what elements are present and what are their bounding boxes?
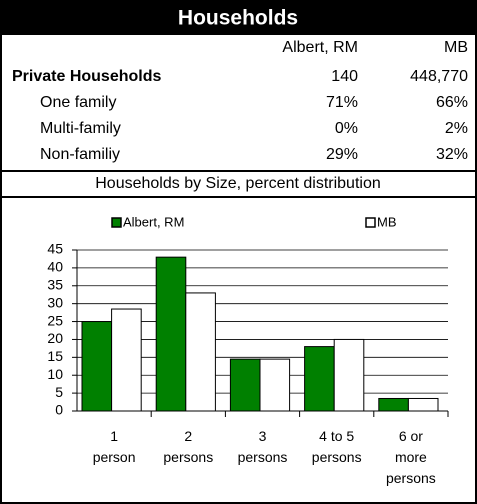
cell: 0% [335,120,358,137]
bar [111,308,142,412]
chart-title: Households by Size, percent distribution [95,175,381,192]
row-label: Private Households [12,68,161,85]
y-tick-label: 15 [47,348,63,364]
bar [259,358,291,412]
y-tick-label: 30 [47,294,63,310]
legend-label: MB [377,214,397,229]
x-tick-label: 3 persons [238,428,288,465]
cell: 448,770 [410,68,468,85]
y-tick-label: 5 [55,384,63,400]
y-tick-label: 40 [47,259,63,275]
bar [378,397,409,412]
cell: 140 [331,68,358,85]
y-tick-label: 25 [47,312,63,328]
bar [407,397,439,412]
column-header: MB [444,39,468,56]
row-label: Multi-family [40,120,121,137]
y-tick-label: 45 [47,241,63,257]
bar [185,292,216,412]
row-label: Non-familiy [40,146,120,163]
cell: 71% [326,94,358,111]
y-tick-label: 35 [47,276,63,292]
x-tick-label: 6 or more persons [386,428,436,486]
x-tick-label: 2 persons [163,428,213,465]
bar [304,346,335,412]
legend-swatch [111,217,122,228]
bar [229,358,261,412]
legend-swatch [365,217,376,228]
bar [155,256,187,412]
legend-label: Albert, RM [123,214,184,229]
column-header: Albert, RM [282,39,358,56]
table-title: Households [178,7,298,30]
cell: 66% [436,94,468,111]
bar [81,321,113,412]
row-label: One family [40,94,116,111]
cell: 29% [326,146,358,163]
cell: 32% [436,146,468,163]
y-tick-label: 0 [55,402,63,418]
y-tick-label: 10 [47,366,63,382]
bar [333,338,365,412]
y-tick-label: 20 [47,330,63,346]
x-tick-label: 4 to 5 persons [312,428,362,465]
cell: 2% [445,120,468,137]
header-bar [0,0,477,35]
x-tick-label: 1 person [93,428,136,465]
